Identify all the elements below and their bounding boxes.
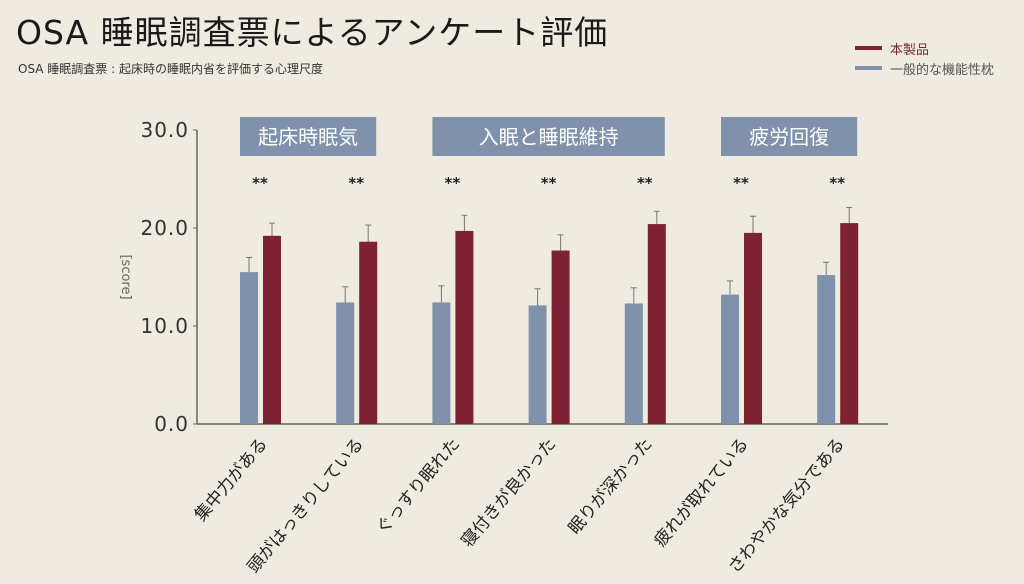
bar-general (624, 303, 643, 424)
bar-product (359, 241, 378, 424)
group-header-label: 起床時眠気 (258, 125, 358, 149)
bar-general (528, 305, 547, 424)
legend-swatch-general (855, 66, 882, 70)
significance-marker: ** (445, 174, 461, 192)
significance-marker: ** (541, 174, 557, 192)
x-category-label: 寝付きが良かった (457, 434, 561, 552)
significance-marker: ** (733, 174, 749, 192)
group-header-label: 疲労回復 (749, 125, 829, 149)
y-tick-label: 10.0 (140, 314, 189, 338)
bar-general (817, 275, 836, 424)
bar-general (432, 302, 451, 424)
legend-item-product: 本製品 (855, 38, 994, 58)
significance-marker: ** (348, 174, 364, 192)
group-header-box (432, 117, 665, 156)
bar-general (336, 302, 355, 424)
significance-marker: ** (829, 174, 845, 192)
legend-swatch-product (855, 46, 882, 50)
chart-legend: 本製品 一般的な機能性枕 (855, 38, 994, 78)
group-header-box (240, 117, 377, 156)
legend-label-general: 一般的な機能性枕 (890, 62, 995, 78)
bar-product (455, 230, 474, 424)
legend-item-general: 一般的な機能性枕 (855, 58, 994, 78)
x-category-label: 眠りが深かった (565, 434, 657, 538)
y-axis-label: [score] (118, 254, 133, 299)
significance-marker: ** (252, 174, 268, 192)
y-tick-label: 30.0 (140, 118, 189, 142)
x-category-label: ぐっすり眠れた (372, 434, 464, 538)
bar-general (721, 294, 739, 424)
significance-marker: ** (637, 174, 653, 192)
bar-product (647, 224, 666, 424)
legend-label-product: 本製品 (890, 42, 930, 58)
page-title: OSA 睡眠調査票によるアンケート評価 (16, 13, 609, 52)
group-header-label: 入眠と睡眠維持 (479, 125, 619, 149)
group-header-box (721, 117, 858, 156)
bar-product (840, 223, 859, 424)
y-tick-label: 20.0 (140, 216, 189, 240)
bar-product (551, 250, 570, 424)
bar-product (744, 232, 762, 424)
page-subtitle: OSA 睡眠調査票 : 起床時の睡眠内省を評価する心理尺度 (18, 62, 323, 76)
bar-general (240, 272, 258, 424)
bar-product (263, 235, 281, 424)
x-category-label: 疲れが取れている (650, 434, 752, 551)
x-category-label: 集中力がある (191, 434, 272, 525)
y-tick-label: 0.0 (154, 412, 189, 436)
